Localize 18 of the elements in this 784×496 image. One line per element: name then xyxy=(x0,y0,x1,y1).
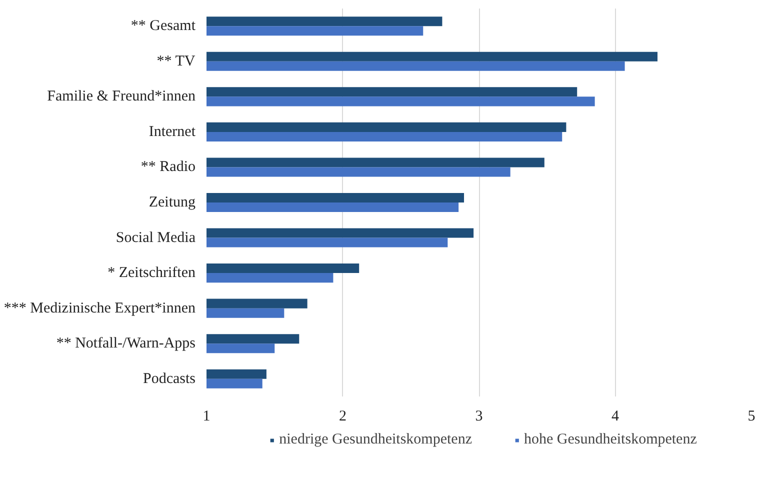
x-tick-label: 3 xyxy=(475,408,483,424)
x-tick-label: 5 xyxy=(748,408,756,424)
y-tick-label: Familie & Freund*innen xyxy=(47,88,196,105)
x-tick-label: 4 xyxy=(612,408,620,424)
y-tick-label: Zeitung xyxy=(148,194,196,210)
y-tick-label: *** Medizinische Expert*innen xyxy=(4,300,196,316)
y-tick-label: * Zeitschriften xyxy=(108,265,196,282)
legend-label: hohe Gesundheitskompetenz xyxy=(524,432,697,448)
y-tick-label: Podcasts xyxy=(143,370,196,387)
x-tick-label: 1 xyxy=(202,408,210,424)
x-tick-label: 2 xyxy=(339,408,346,424)
y-tick-label: ** Radio xyxy=(140,159,196,176)
legend-label: niedrige Gesundheitskompetenz xyxy=(279,432,472,448)
y-tick-label: ** Gesamt xyxy=(130,18,196,34)
y-tick-label: Social Media xyxy=(116,230,196,246)
y-tick-label: Internet xyxy=(148,124,196,140)
y-tick-label: ** Notfall-/Warn-Apps xyxy=(56,336,196,352)
y-tick-label: ** TV xyxy=(156,53,196,70)
